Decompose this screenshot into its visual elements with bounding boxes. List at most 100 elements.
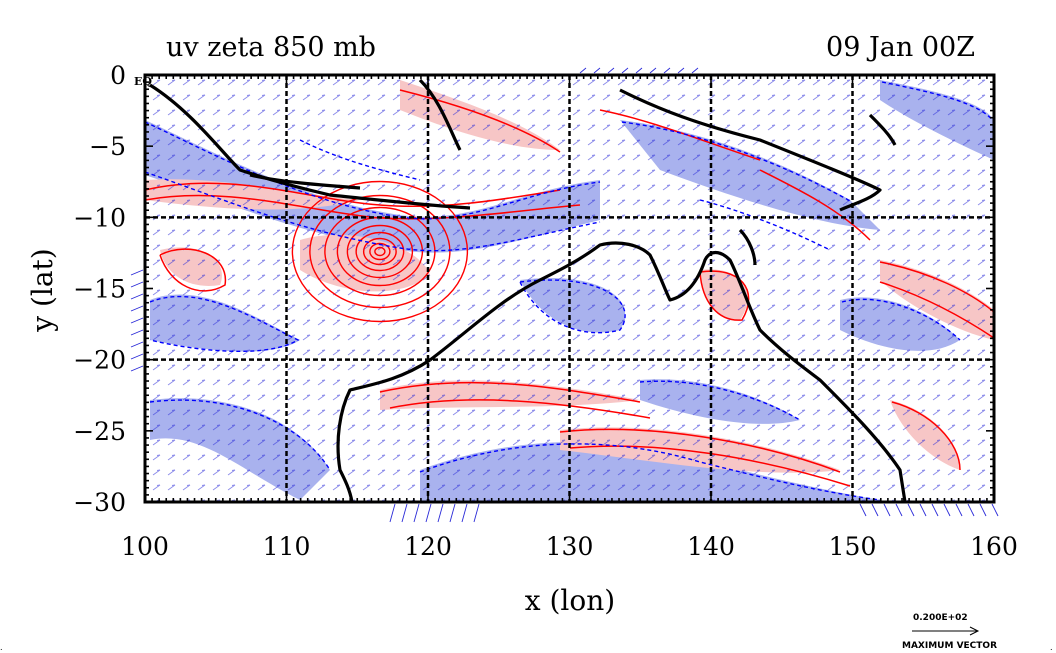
wind-vector <box>130 329 144 336</box>
x-tick-label: 120 <box>404 532 452 561</box>
positive-contour <box>145 182 561 208</box>
x-tick-label: 110 <box>263 532 311 561</box>
negative-contour <box>419 443 881 501</box>
vortex-contour <box>355 231 405 272</box>
wind-vector <box>979 503 987 517</box>
wind-vector <box>649 67 657 74</box>
y-tick-label: −25 <box>73 417 126 446</box>
corner-mark-left: . <box>0 643 3 652</box>
wind-vector <box>607 67 615 74</box>
wind-vector <box>593 67 601 74</box>
wind-vector <box>663 67 671 74</box>
wind-vectors-outside-frame <box>130 67 999 523</box>
wind-vector <box>943 503 951 517</box>
x-tick-label: 150 <box>829 532 877 561</box>
positive-contour <box>759 169 871 241</box>
wind-vector <box>461 503 468 523</box>
x-axis-ticks: 100 110 120 130 140 150 160 <box>121 532 1018 561</box>
wind-vector <box>413 503 420 523</box>
tick-marks <box>144 74 995 503</box>
vortex-contour <box>369 242 391 261</box>
positive-contour <box>879 261 994 313</box>
negative-contour <box>149 296 300 353</box>
vorticity-contours <box>145 81 994 501</box>
y-tick-label: −5 <box>89 132 126 161</box>
negative-contour <box>699 199 831 251</box>
positive-contour <box>159 248 227 292</box>
wind-vector <box>883 503 891 517</box>
vortex-contour <box>324 206 436 297</box>
corner-mark-right: . <box>1050 643 1053 652</box>
wind-vector <box>130 317 144 324</box>
wind-vector <box>621 67 629 74</box>
wind-vector <box>907 503 915 517</box>
wind-vector <box>130 281 144 288</box>
negative-contour <box>519 279 626 334</box>
chart-title: uv zeta 850 mb <box>166 32 376 63</box>
y-tick-label: −10 <box>73 203 126 232</box>
wind-vector <box>677 67 685 74</box>
chart-subtitle: 09 Jan 00Z <box>826 32 975 63</box>
vortex-contour <box>362 237 397 266</box>
y-tick-label: 0 <box>110 61 126 90</box>
coastlines <box>149 78 907 502</box>
x-axis-label: x (lon) <box>525 584 615 617</box>
y-tick-label: −30 <box>73 488 126 517</box>
positive-contour <box>389 399 651 419</box>
vector-key: 0.200E+02 MAXIMUM VECTOR <box>902 613 997 651</box>
negative-contour <box>299 139 421 181</box>
vortex-contour <box>291 180 469 323</box>
vortex-contour <box>346 224 414 279</box>
vortex-contour <box>374 246 386 257</box>
wind-vector <box>991 503 999 517</box>
y-tick-label: −20 <box>73 346 126 375</box>
vector-key-value: 0.200E+02 <box>913 613 968 623</box>
wind-vector <box>955 503 963 517</box>
positive-contour <box>699 270 750 321</box>
equator-label: EQ <box>134 75 152 88</box>
wind-vector <box>967 503 975 517</box>
wind-vector <box>130 293 144 300</box>
negative-contour <box>881 81 994 123</box>
negative-contour <box>145 171 601 252</box>
positive-contour <box>379 381 641 403</box>
wind-vector <box>895 503 903 517</box>
vector-key-caption: MAXIMUM VECTOR <box>902 641 997 651</box>
wind-vector <box>130 353 144 360</box>
vector-key-arrowhead <box>969 626 980 636</box>
positive-contour <box>599 109 761 161</box>
y-axis-label: y (lat) <box>26 248 59 332</box>
x-tick-label: 160 <box>970 532 1018 561</box>
wind-vector <box>473 503 480 523</box>
x-tick-label: 130 <box>546 532 594 561</box>
wind-vector <box>931 503 939 517</box>
positive-contour <box>399 89 561 153</box>
x-tick-label: 140 <box>687 532 735 561</box>
y-tick-label: −15 <box>73 275 126 304</box>
positive-contour <box>879 281 994 339</box>
positive-contour <box>891 401 961 471</box>
wind-vector <box>437 503 444 523</box>
wind-vector <box>130 305 144 312</box>
negative-contour <box>621 121 853 203</box>
wind-vector <box>871 503 879 517</box>
wind-vector <box>919 503 927 517</box>
wind-vector <box>635 67 643 74</box>
wind-vector <box>859 503 867 517</box>
wind-vector <box>579 67 587 74</box>
wind-vector <box>691 67 699 74</box>
negative-contour <box>841 298 961 341</box>
wind-vector <box>401 503 408 523</box>
wind-vector <box>130 341 144 348</box>
x-tick-label: 100 <box>121 532 169 561</box>
vortex-contour <box>309 194 451 309</box>
positive-contour <box>559 428 841 473</box>
wind-vector <box>130 365 144 372</box>
negative-contour <box>639 380 801 421</box>
wind-vector <box>389 503 396 523</box>
y-axis-ticks: 0 −5 −10 −15 −20 −25 −30 <box>73 61 126 517</box>
wind-vector <box>130 269 144 276</box>
wind-vector <box>425 503 432 523</box>
wind-vector <box>449 503 456 523</box>
